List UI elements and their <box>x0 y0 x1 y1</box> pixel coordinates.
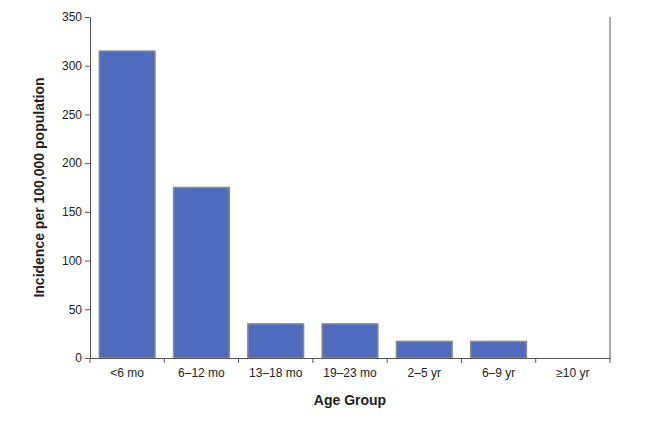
x-boundary-tick <box>238 358 239 363</box>
x-tick: 19–23 mo <box>323 358 377 380</box>
x-boundary-tick <box>535 358 536 363</box>
x-tick-label: 13–18 mo <box>249 366 303 380</box>
x-tick-label: ≥10 yr <box>556 366 589 380</box>
y-tick-label: 50 <box>69 303 83 317</box>
x-tick-label: 19–23 mo <box>323 366 377 380</box>
y-tick: 350 <box>62 10 90 24</box>
y-tick-mark <box>85 114 90 115</box>
x-tick-label: 6–12 mo <box>178 366 225 380</box>
x-boundary-tick <box>164 358 165 363</box>
x-tick-label: <6 mo <box>110 366 144 380</box>
x-boundary-tick <box>610 358 611 363</box>
y-tick: 50 <box>69 303 90 317</box>
y-tick-label: 200 <box>62 156 82 170</box>
bar <box>471 341 527 358</box>
bar <box>248 324 304 358</box>
y-tick-label: 0 <box>75 351 82 365</box>
y-axis-title: Incidence per 100,000 population <box>31 77 47 297</box>
y-tick-mark <box>85 358 90 359</box>
plot: 0 50 100 150 200 250 300 350 <6 mo 6–12 mo 13–18 m… <box>62 10 611 379</box>
x-tick: 2–5 yr <box>408 358 441 380</box>
x-tick: 6–9 yr <box>482 358 515 380</box>
y-axis-line <box>90 18 91 359</box>
y-tick-label: 150 <box>62 205 82 219</box>
x-tick: 6–12 mo <box>178 358 225 380</box>
bar <box>174 188 230 359</box>
bar <box>396 341 452 358</box>
y-tick-label: 350 <box>62 10 82 24</box>
y-tick-mark <box>85 261 90 262</box>
bars <box>99 51 526 358</box>
x-tick-label: 6–9 yr <box>482 366 515 380</box>
y-tick: 150 <box>62 205 90 219</box>
x-axis-line <box>91 358 611 359</box>
x-tick: 13–18 mo <box>249 358 303 380</box>
y-axis: 0 50 100 150 200 250 300 350 <box>62 10 91 365</box>
y-tick-label: 250 <box>62 108 82 122</box>
y-tick-mark <box>85 66 90 67</box>
y-tick-mark <box>85 163 90 164</box>
y-tick: 0 <box>75 351 90 365</box>
x-axis-title: Age Group <box>314 392 386 408</box>
frame-right <box>610 17 611 358</box>
x-boundary-ticks <box>90 358 610 363</box>
y-tick-mark <box>85 17 90 18</box>
y-tick-mark <box>85 212 90 213</box>
x-boundary-tick <box>90 358 91 363</box>
chart: 0 50 100 150 200 250 300 350 <6 mo 6–12 mo 13–18 m… <box>0 0 650 425</box>
bar <box>545 357 601 358</box>
bar <box>99 51 155 358</box>
y-tick: 250 <box>62 108 90 122</box>
y-tick-label: 300 <box>62 59 82 73</box>
y-tick: 100 <box>62 254 90 268</box>
x-axis: <6 mo 6–12 mo 13–18 mo 19–23 mo 2–5 yr 6–9 yr… <box>91 358 611 380</box>
y-tick-label: 100 <box>62 254 82 268</box>
x-tick: <6 mo <box>110 358 144 380</box>
y-tick: 300 <box>62 59 90 73</box>
x-tick: ≥10 yr <box>556 358 589 380</box>
x-tick-label: 2–5 yr <box>408 366 441 380</box>
x-boundary-tick <box>461 358 462 363</box>
bar <box>322 324 378 358</box>
y-tick: 200 <box>62 156 90 170</box>
y-tick-mark <box>85 309 90 310</box>
x-boundary-tick <box>312 358 313 363</box>
x-boundary-tick <box>387 358 388 363</box>
